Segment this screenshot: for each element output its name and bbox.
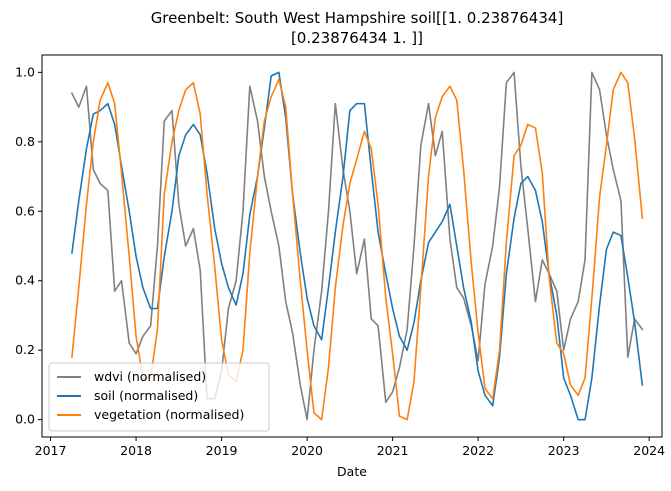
x-tick-label: 2019 bbox=[206, 443, 238, 458]
x-tick-label: 2022 bbox=[462, 443, 494, 458]
x-tick-label: 2024 bbox=[633, 443, 665, 458]
legend-label-soil: soil (normalised) bbox=[94, 388, 198, 403]
x-axis-label: Date bbox=[337, 464, 367, 479]
series-line-wdvi bbox=[70, 71, 644, 421]
plot-frame bbox=[41, 54, 663, 438]
legend-box bbox=[48, 362, 270, 432]
chart-title-line-1: Greenbelt: South West Hampshire soil[[1.… bbox=[151, 9, 564, 27]
y-tick-label: 1.0 bbox=[15, 64, 35, 79]
x-tick-label: 2020 bbox=[291, 443, 323, 458]
y-tick-label: 0.8 bbox=[15, 134, 35, 149]
legend: wdvi (normalised) soil (normalised) vege… bbox=[48, 362, 270, 432]
y-tick-label: 0.4 bbox=[15, 273, 35, 288]
series-line-soil bbox=[71, 71, 644, 421]
y-tick-label: 0.2 bbox=[15, 342, 35, 357]
legend-label-vegetation: vegetation (normalised) bbox=[94, 407, 244, 422]
x-tick-label: 2017 bbox=[35, 443, 67, 458]
legend-label-wdvi: wdvi (normalised) bbox=[94, 369, 206, 384]
series-layer bbox=[70, 71, 644, 421]
chart-title-line-2: [0.23876434 1. ]] bbox=[291, 29, 423, 47]
series-line-vegetation bbox=[71, 71, 644, 421]
axes-layer: 2017 2018 2019 2020 2021 2022 2023 2024 0.0 0.2 0.… bbox=[15, 64, 665, 458]
y-tick-label: 0.0 bbox=[15, 412, 35, 427]
y-tick-label: 0.6 bbox=[15, 203, 35, 218]
x-tick-label: 2021 bbox=[377, 443, 409, 458]
x-tick-label: 2018 bbox=[120, 443, 152, 458]
x-tick-label: 2023 bbox=[548, 443, 580, 458]
